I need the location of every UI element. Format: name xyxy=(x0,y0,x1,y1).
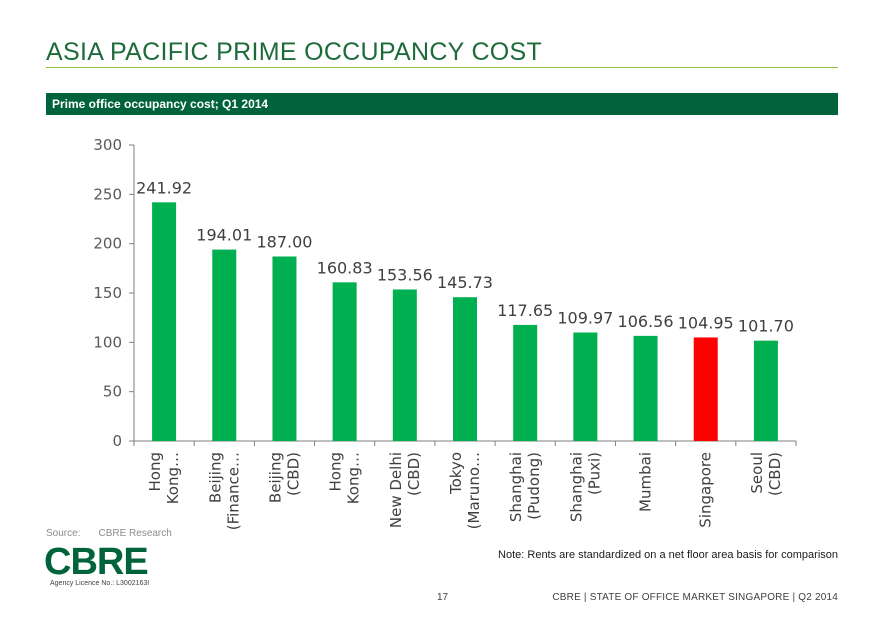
data-label: 106.56 xyxy=(618,312,674,331)
y-tick-label: 250 xyxy=(93,185,122,203)
x-category-label: Shanghai(Pudong) xyxy=(507,452,543,522)
source-label: Source: xyxy=(46,528,81,539)
comparison-note: Note: Rents are standardized on a net fl… xyxy=(498,549,838,561)
bar xyxy=(513,324,538,441)
y-tick-label: 0 xyxy=(112,432,122,450)
chart-subtitle: Prime office occupancy cost; Q1 2014 xyxy=(52,97,269,111)
x-category-label: Shanghai(Puxi) xyxy=(567,452,603,522)
data-label: 145.73 xyxy=(437,273,493,292)
y-tick-label: 150 xyxy=(93,284,122,302)
bar xyxy=(573,332,598,441)
bar xyxy=(693,337,718,441)
x-category-label: Beijing(CBD) xyxy=(266,452,302,503)
bar xyxy=(633,335,658,441)
bar xyxy=(152,202,177,441)
data-label: 101.70 xyxy=(738,317,794,336)
bar xyxy=(753,340,778,441)
y-tick-label: 200 xyxy=(93,235,122,253)
cbre-logo: CBRE xyxy=(44,541,149,583)
data-label: 160.83 xyxy=(317,258,373,277)
source-note: Source: CBRE Research xyxy=(46,528,172,539)
page-title: ASIA PACIFIC PRIME OCCUPANCY COST xyxy=(46,38,543,66)
data-label: 153.56 xyxy=(377,265,433,284)
x-category-label: New Delhi(CBD) xyxy=(387,452,423,528)
bar xyxy=(212,249,237,441)
bar xyxy=(332,282,357,441)
chart-subtitle-band: Prime office occupancy cost; Q1 2014 xyxy=(46,93,838,115)
data-label: 104.95 xyxy=(678,313,734,332)
bar xyxy=(392,289,417,441)
x-category-label: Tokyo(Maruno… xyxy=(447,452,483,529)
data-label: 187.00 xyxy=(256,232,312,251)
x-category-label: Beijing(Finance… xyxy=(206,452,242,530)
page-number: 17 xyxy=(437,592,449,603)
footer-text: CBRE | STATE OF OFFICE MARKET SINGAPORE … xyxy=(552,592,838,603)
data-label: 241.92 xyxy=(136,178,192,197)
x-category-label: HongKong… xyxy=(146,452,182,504)
x-category-label: Seoul(CBD) xyxy=(748,452,784,496)
data-label: 109.97 xyxy=(557,308,613,327)
y-tick-label: 100 xyxy=(93,333,122,351)
bar xyxy=(272,256,297,441)
x-category-label: Singapore xyxy=(697,452,715,528)
data-label: 194.01 xyxy=(196,226,252,245)
y-tick-label: 300 xyxy=(93,136,122,154)
bar xyxy=(453,297,477,441)
y-tick-label: 50 xyxy=(103,383,122,401)
x-category-label: Mumbai xyxy=(637,452,655,512)
data-label: 117.65 xyxy=(497,301,553,320)
agency-licence: Agency Licence No.: L3002163I xyxy=(50,580,150,587)
source-value: CBRE Research xyxy=(98,528,172,539)
x-category-label: HongKong… xyxy=(327,452,363,504)
title-divider xyxy=(46,67,838,68)
